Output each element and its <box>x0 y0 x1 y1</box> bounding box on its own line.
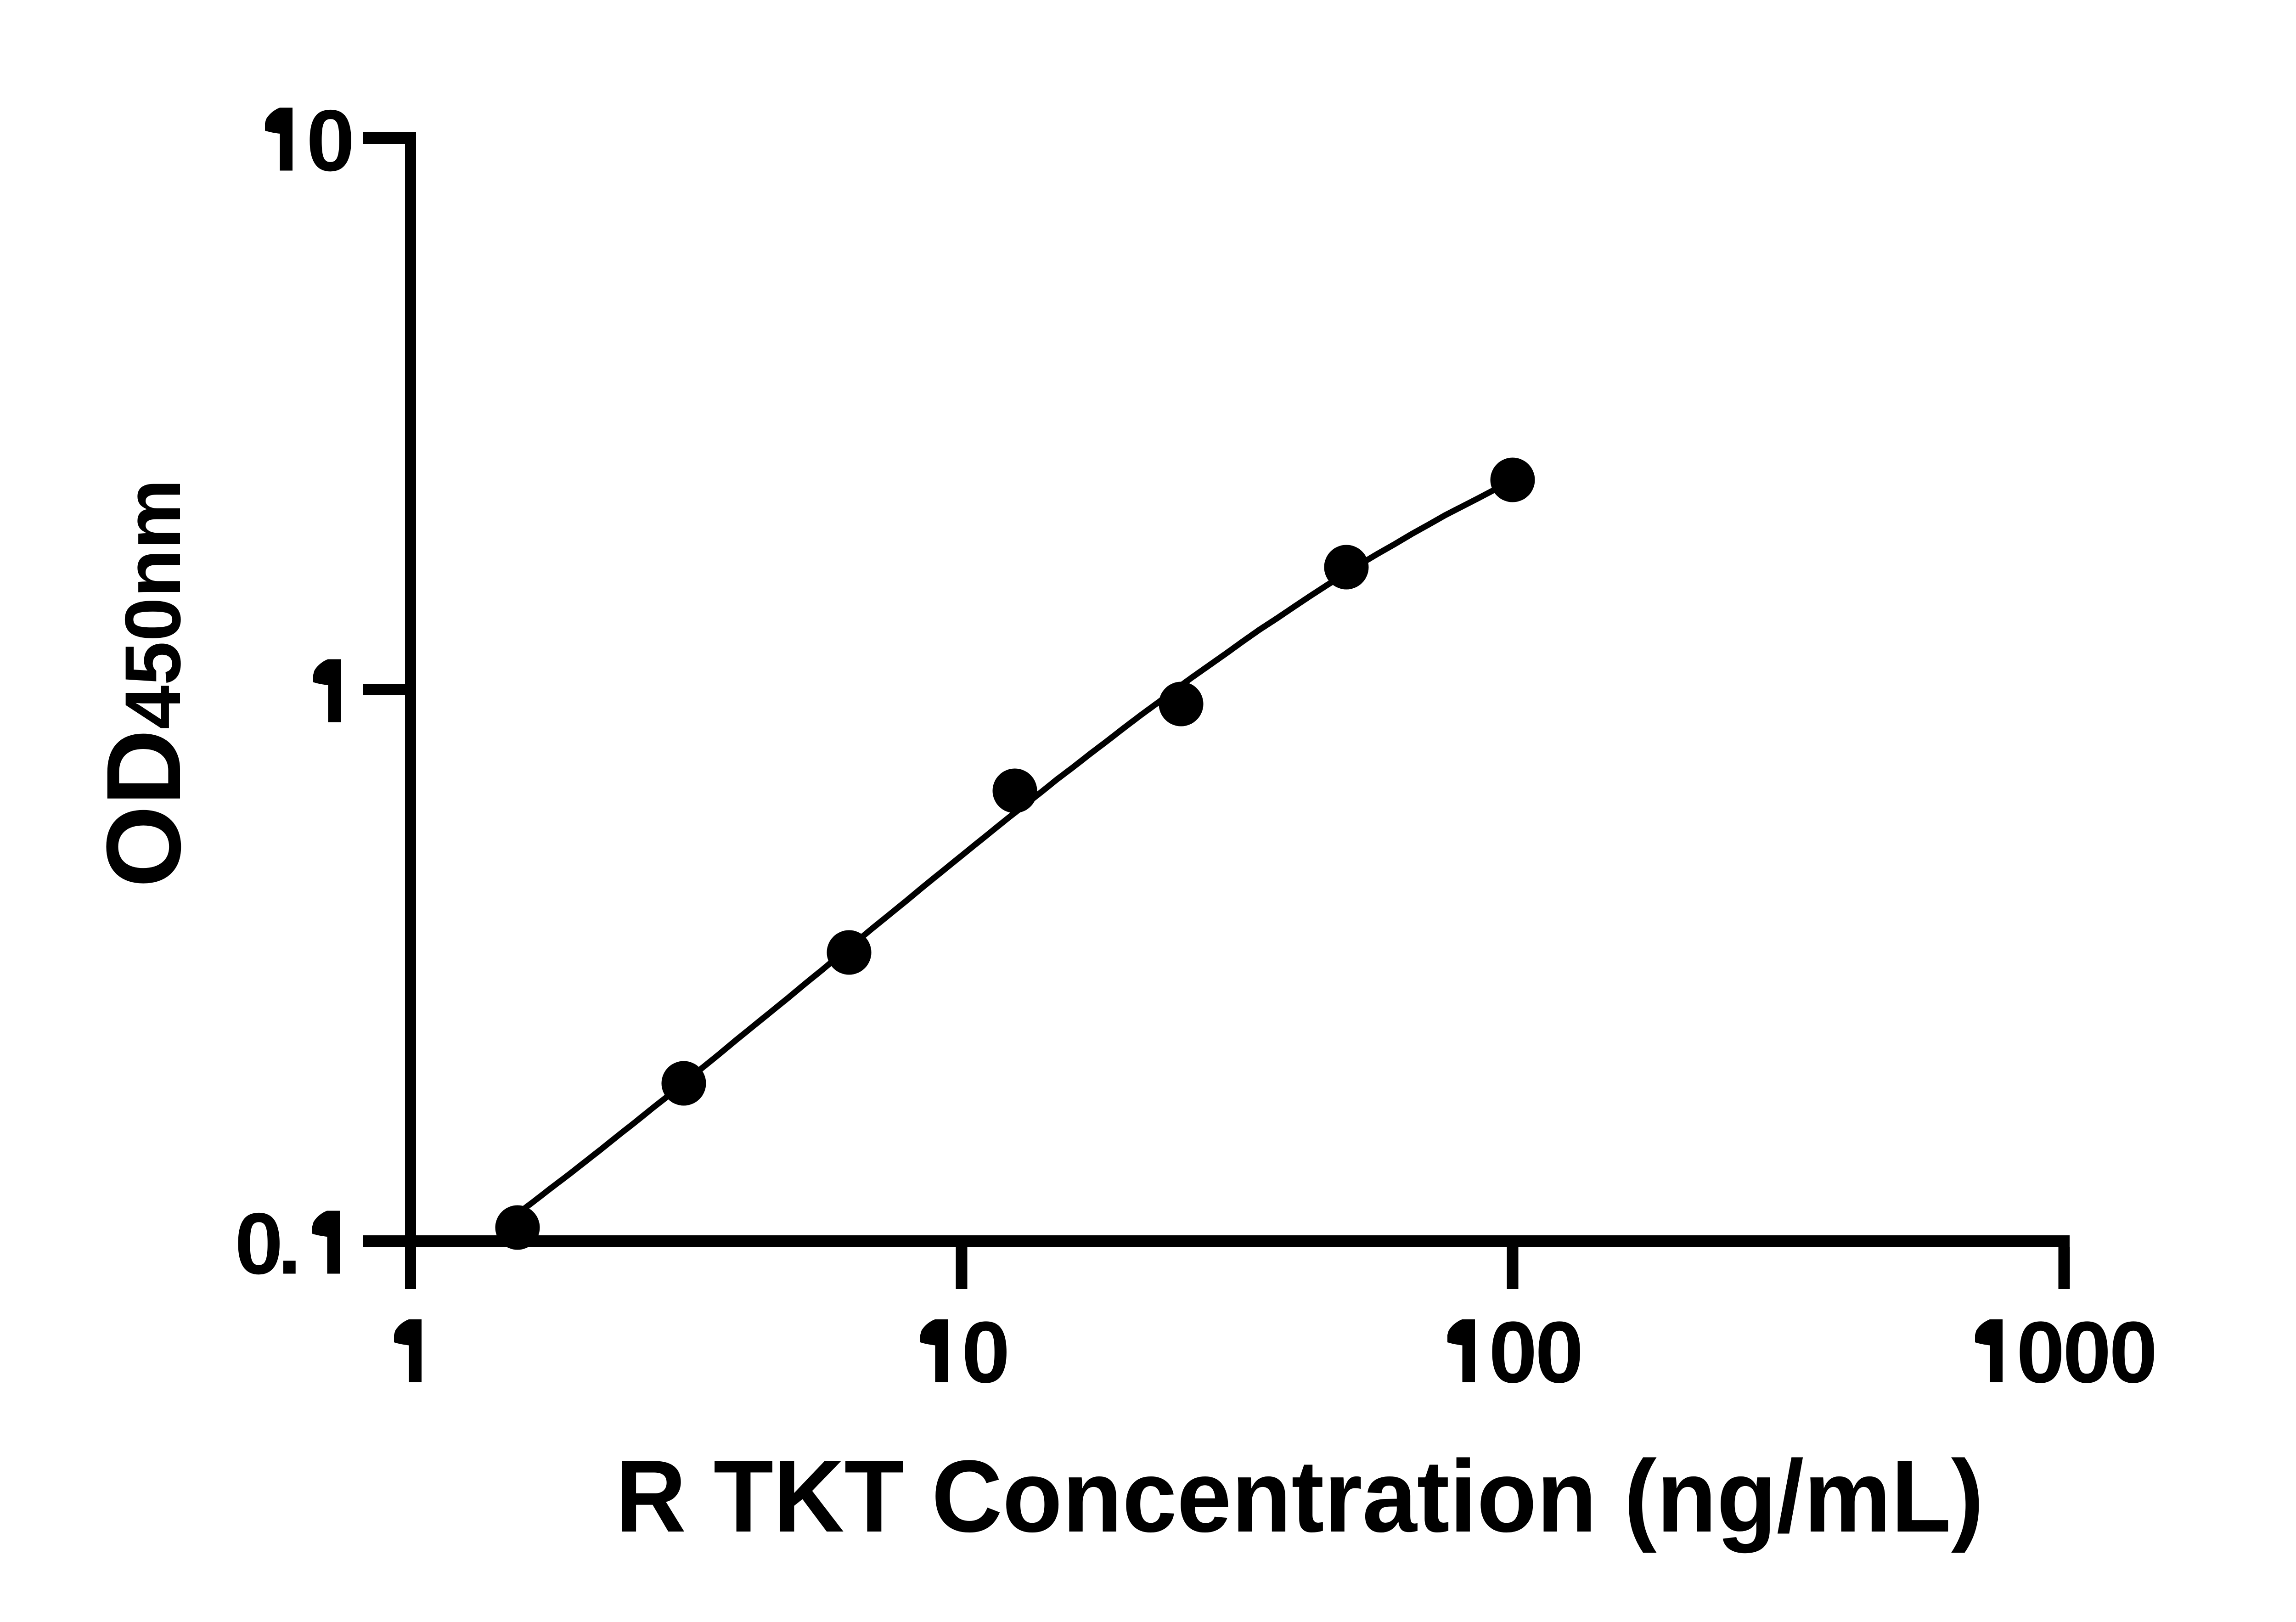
svg-text:0: 0 <box>1489 1304 1537 1401</box>
svg-text:0: 0 <box>2016 1304 2065 1401</box>
svg-text:.: . <box>277 1195 302 1293</box>
svg-text:0: 0 <box>306 92 355 190</box>
svg-text:0: 0 <box>962 1304 1010 1401</box>
svg-text:0: 0 <box>2109 1304 2158 1401</box>
svg-text:0: 0 <box>1535 1304 1584 1401</box>
svg-text:0: 0 <box>2063 1304 2111 1401</box>
svg-text:R TKT Concentration (ng/mL): R TKT Concentration (ng/mL) <box>615 1439 1984 1554</box>
svg-text:0: 0 <box>235 1195 283 1293</box>
